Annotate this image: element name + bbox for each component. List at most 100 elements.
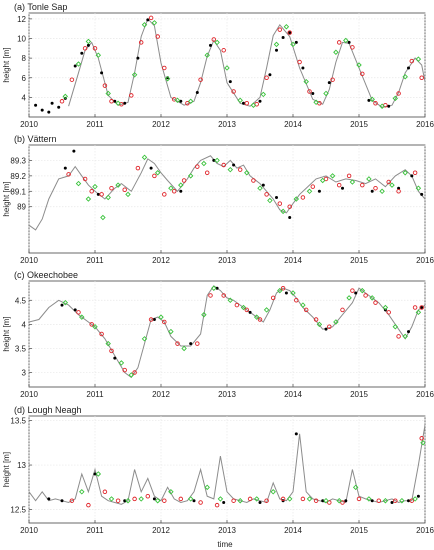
- data-point-green: [204, 484, 210, 491]
- data-point-black: [268, 73, 272, 77]
- data-point-red: [244, 307, 250, 313]
- data-point-green: [214, 157, 220, 164]
- data-point-green: [168, 185, 174, 191]
- data-point-red: [99, 192, 104, 197]
- data-point-green: [237, 497, 243, 504]
- x-tick-label: 2014: [284, 526, 302, 535]
- data-point-black: [370, 499, 374, 503]
- data-point-black: [347, 40, 351, 44]
- data-point-black: [60, 499, 64, 503]
- data-point-black: [242, 101, 245, 105]
- data-point-red: [148, 15, 154, 21]
- data-point-red: [145, 494, 151, 499]
- data-point-black: [73, 308, 77, 312]
- x-tick-label: 2012: [152, 526, 170, 535]
- data-point-green: [415, 309, 422, 316]
- data-point-red: [340, 500, 345, 505]
- data-point-green: [329, 173, 336, 179]
- data-point-green: [323, 90, 329, 97]
- panel-1: 2010 2011 2012 2013 2014 2015 2016 4 6 8 10 12 heigh…: [2, 2, 434, 129]
- data-point-black: [73, 64, 77, 68]
- data-point-black: [93, 472, 97, 476]
- data-point-green: [115, 100, 121, 107]
- data-point-red: [251, 178, 256, 183]
- data-point-green: [92, 324, 98, 330]
- x-tick-label: 2015: [350, 120, 368, 129]
- y-tick-label: 89.2: [10, 172, 26, 181]
- y-tick-label: 89.1: [10, 187, 26, 196]
- data-point-black: [261, 183, 265, 187]
- data-point-black: [275, 48, 278, 52]
- data-point-green: [382, 304, 389, 311]
- data-point-red: [310, 184, 316, 189]
- data-point-green: [187, 496, 194, 502]
- data-point-red: [393, 498, 398, 503]
- panel-title: (d) Lough Neagh: [14, 405, 82, 415]
- data-point-red: [244, 101, 250, 106]
- data-point-red: [277, 201, 283, 206]
- data-point-red: [99, 331, 104, 337]
- data-point-green: [85, 38, 92, 45]
- y-axis-label: height [m]: [2, 47, 11, 82]
- data-point-black: [80, 51, 84, 55]
- data-point-black: [416, 494, 420, 498]
- y-tick-label: 12: [17, 15, 26, 24]
- data-point-red: [102, 83, 108, 88]
- data-point-green: [75, 180, 82, 187]
- y-tick-label: 89: [17, 203, 26, 212]
- data-point-red: [175, 341, 180, 346]
- data-point-green: [402, 170, 408, 176]
- data-point-black: [215, 286, 219, 290]
- data-point-red: [152, 173, 157, 179]
- y-tick-label: 13.5: [10, 416, 26, 425]
- data-point-green: [267, 197, 273, 204]
- data-point-green: [389, 182, 395, 188]
- data-point-green: [154, 497, 161, 504]
- data-point-green: [79, 314, 85, 320]
- data-point-red: [386, 179, 391, 185]
- x-tick-label: 2010: [20, 120, 38, 129]
- data-point-red: [138, 40, 144, 45]
- data-point-green: [227, 297, 234, 304]
- data-point-green: [349, 179, 356, 185]
- data-point-red: [115, 498, 121, 503]
- data-point-green: [141, 336, 148, 342]
- data-point-red: [396, 334, 401, 339]
- data-point-green: [379, 188, 385, 195]
- x-tick-label: 2011: [86, 526, 104, 535]
- data-point-green: [336, 497, 342, 504]
- data-point-red: [280, 496, 286, 502]
- data-point-green: [399, 497, 405, 504]
- data-point-green: [125, 191, 131, 198]
- data-point-red: [409, 498, 415, 503]
- data-point-red: [69, 498, 75, 503]
- data-point-green: [62, 299, 69, 306]
- data-point-green: [286, 496, 293, 502]
- data-point-red: [135, 165, 141, 171]
- data-point-red: [221, 162, 226, 168]
- data-point-red: [264, 498, 269, 503]
- data-point-green: [250, 102, 257, 108]
- data-point-red: [195, 341, 200, 346]
- x-tick-label: 2015: [350, 390, 368, 399]
- x-tick-label: 2015: [350, 526, 368, 535]
- data-point-red: [327, 324, 332, 330]
- data-point-red: [360, 182, 365, 188]
- data-point-green: [214, 39, 220, 46]
- data-point-black: [367, 98, 371, 102]
- data-point-black: [420, 192, 424, 196]
- x-tick-label: 2015: [350, 256, 368, 265]
- data-point-black: [100, 71, 104, 75]
- data-point-red: [346, 173, 352, 179]
- x-tick-label: 2016: [416, 256, 434, 265]
- data-point-black: [96, 192, 100, 196]
- data-point-red: [122, 187, 127, 192]
- series-line: [29, 424, 425, 505]
- data-point-green: [174, 97, 181, 104]
- data-point-red: [307, 89, 312, 94]
- x-tick-label: 2013: [218, 256, 236, 265]
- data-point-red: [419, 436, 424, 441]
- data-point-green: [333, 49, 339, 55]
- data-point-red: [181, 178, 187, 183]
- data-point-black: [113, 356, 117, 360]
